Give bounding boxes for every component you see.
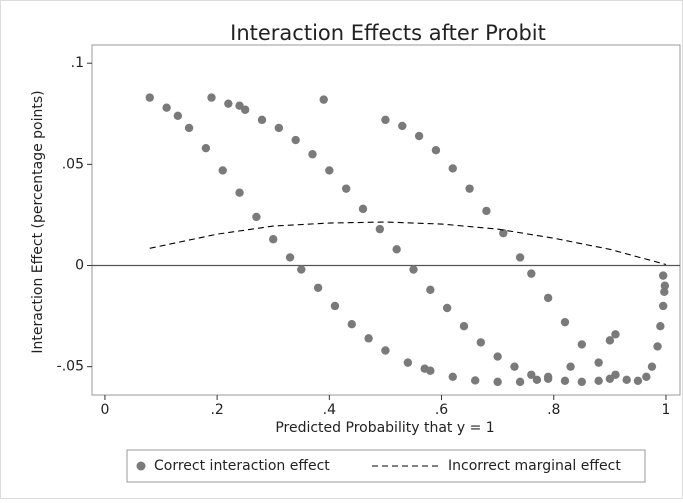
- point: [642, 372, 651, 381]
- point: [426, 285, 435, 294]
- point: [560, 376, 570, 386]
- point: [653, 342, 662, 351]
- point: [605, 336, 615, 345]
- legend-label: Incorrect marginal effect: [448, 458, 621, 474]
- point: [235, 188, 244, 197]
- point: [381, 115, 390, 125]
- point: [224, 99, 233, 108]
- point: [313, 283, 323, 292]
- point: [414, 131, 424, 141]
- point: [431, 146, 441, 155]
- point: [499, 228, 508, 238]
- point: [184, 123, 194, 133]
- point: [510, 362, 519, 371]
- point: [482, 206, 491, 216]
- point: [297, 265, 306, 274]
- point: [660, 287, 669, 297]
- point: [594, 376, 603, 386]
- point: [162, 103, 171, 112]
- y-axis-label: Interaction Effect (percentage points): [30, 90, 46, 353]
- point: [493, 352, 502, 361]
- point: [375, 224, 385, 234]
- x-tick-label: 1: [662, 402, 671, 418]
- point: [476, 338, 486, 347]
- point: [448, 164, 457, 173]
- point: [515, 377, 525, 387]
- point: [532, 375, 542, 385]
- point: [647, 362, 657, 371]
- point: [611, 370, 620, 379]
- point: [240, 105, 250, 114]
- point: [409, 265, 418, 274]
- point: [658, 271, 668, 280]
- x-tick-label: 0: [100, 402, 109, 418]
- point: [274, 123, 284, 133]
- point: [515, 253, 525, 262]
- point: [560, 317, 570, 327]
- point: [611, 330, 620, 339]
- point: [285, 253, 295, 262]
- x-tick-label: .2: [210, 402, 223, 418]
- point: [577, 377, 587, 387]
- point: [442, 303, 452, 313]
- x-axis-label: Predicted Probability that y = 1: [275, 420, 494, 436]
- point: [566, 362, 575, 371]
- point: [269, 235, 278, 244]
- point: [392, 245, 401, 254]
- point: [319, 95, 328, 104]
- point: [543, 374, 553, 384]
- point: [448, 372, 457, 381]
- point: [543, 293, 553, 303]
- point: [594, 358, 603, 367]
- y-tick-label: 0: [75, 258, 84, 274]
- point: [660, 281, 670, 290]
- point: [527, 269, 536, 278]
- point: [364, 334, 373, 343]
- y-tick-label: -.05: [57, 359, 84, 375]
- chart-title: Interaction Effects after Probit: [230, 21, 546, 45]
- point: [330, 301, 340, 311]
- line: [149, 221, 667, 266]
- point: [465, 184, 474, 193]
- point: [527, 370, 536, 379]
- x-tick-label: .8: [547, 402, 560, 418]
- point: [252, 212, 261, 222]
- point: [347, 319, 356, 329]
- point: [403, 358, 413, 367]
- x-tick-label: .4: [323, 402, 336, 418]
- x-tick-label: .6: [435, 402, 448, 418]
- y-tick-label: .1: [71, 55, 84, 71]
- point: [381, 346, 390, 355]
- point: [398, 121, 407, 131]
- point: [633, 376, 643, 386]
- point: [308, 150, 317, 159]
- point: [459, 322, 469, 331]
- legend-label: Correct interaction effect: [154, 458, 330, 474]
- point: [341, 184, 351, 193]
- point: [493, 377, 502, 387]
- point: [173, 111, 183, 121]
- point: [577, 340, 587, 349]
- point: [291, 135, 300, 145]
- point: [325, 166, 334, 175]
- point: [658, 301, 668, 311]
- plot-area: [91, 44, 681, 396]
- point: [145, 93, 154, 102]
- point: [471, 376, 480, 385]
- point: [257, 115, 267, 125]
- point: [201, 143, 211, 153]
- y-tick-label: .05: [62, 156, 84, 172]
- point: [622, 375, 631, 385]
- point: [218, 166, 227, 175]
- legend-marker: [136, 461, 146, 471]
- point: [656, 322, 665, 331]
- point: [358, 204, 368, 214]
- point: [207, 93, 216, 102]
- point: [420, 364, 429, 373]
